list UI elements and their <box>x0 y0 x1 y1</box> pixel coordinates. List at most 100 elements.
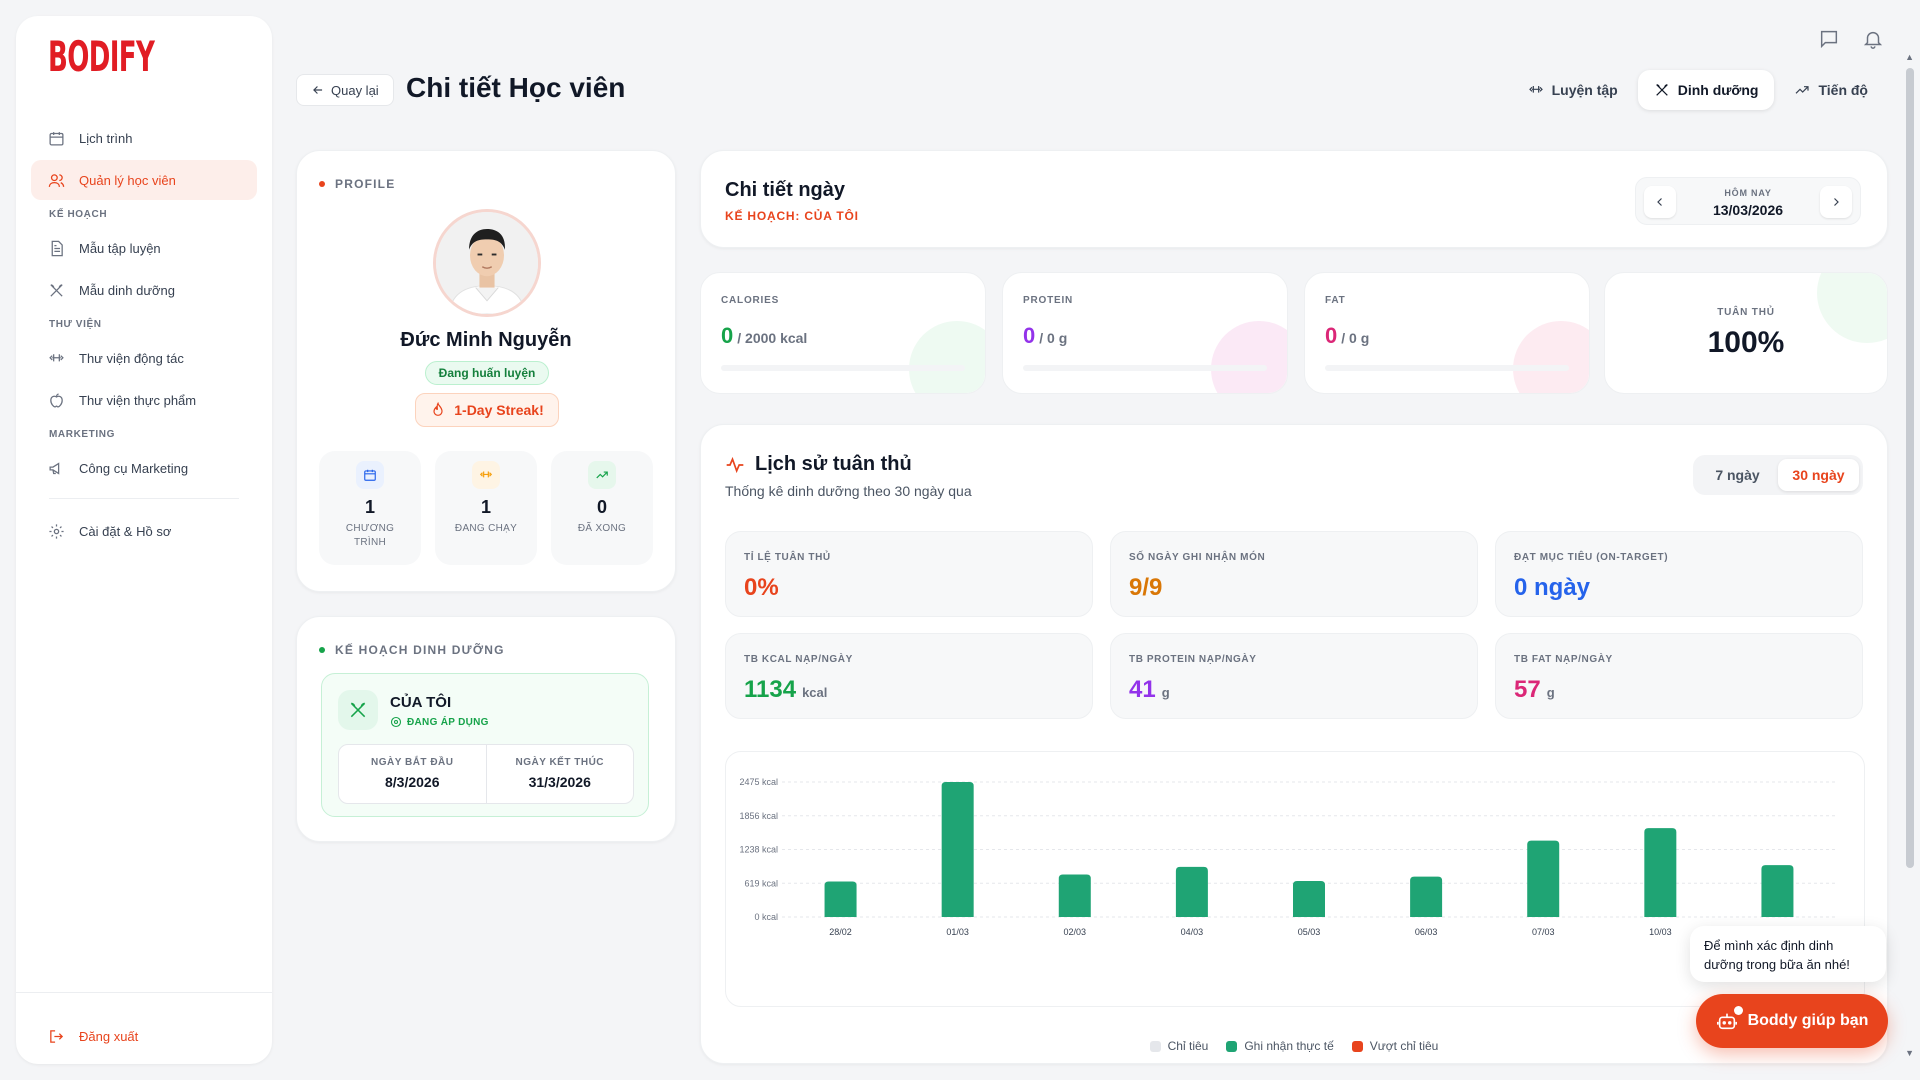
kpi-value: 9/9 <box>1129 574 1163 601</box>
history-subtitle: Thống kê dinh dưỡng theo 30 ngày qua <box>725 483 972 499</box>
sidebar: BODIFY Lịch trình Quản lý học viên KẾ HO… <box>16 16 272 1064</box>
section-label-text: PROFILE <box>335 177 396 191</box>
avatar-photo <box>436 212 538 314</box>
prev-day-button[interactable] <box>1644 186 1676 218</box>
macro-value: 0/ 0 g <box>1023 323 1067 349</box>
next-day-button[interactable] <box>1820 186 1852 218</box>
macro-target: / 2000 kcal <box>737 330 808 346</box>
sidebar-item-marketing[interactable]: Công cụ Marketing <box>31 448 257 488</box>
bar-actual <box>941 782 974 917</box>
sidebar-item-students[interactable]: Quản lý học viên <box>31 160 257 200</box>
back-button[interactable]: Quay lại <box>296 74 394 106</box>
tab-label: Dinh dưỡng <box>1677 82 1759 98</box>
macro-label: FAT <box>1325 295 1346 306</box>
y-tick-label: 2475 kcal <box>739 777 778 787</box>
sidebar-item-label: Công cụ Marketing <box>79 460 189 476</box>
sidebar-item-settings[interactable]: Cài đặt & Hồ sơ <box>31 511 257 551</box>
tab-nutrition[interactable]: Dinh dưỡng <box>1637 70 1775 110</box>
plan-detail[interactable]: CỦA TÔI ĐANG ÁP DỤNG NGÀY BẮT ĐẦU 8/3/20… <box>321 673 649 817</box>
bar-actual <box>1761 865 1794 917</box>
decor-blob <box>1513 321 1589 393</box>
scrollbar[interactable] <box>1906 68 1914 868</box>
tab-progress[interactable]: Tiến độ <box>1778 70 1884 110</box>
back-label: Quay lại <box>331 82 379 98</box>
logout-label: Đăng xuất <box>79 1029 139 1044</box>
flame-icon <box>433 402 443 416</box>
plan-start-value: 8/3/2026 <box>385 774 440 790</box>
sidebar-item-food-library[interactable]: Thư viện thực phẩm <box>31 380 257 420</box>
scroll-down-arrow[interactable]: ▼ <box>1905 1048 1914 1058</box>
plan-end-label: NGÀY KẾT THÚC <box>515 757 605 768</box>
bar-actual <box>1293 881 1325 917</box>
section-dot <box>319 647 325 653</box>
history-title: Lịch sử tuân thủ <box>725 453 912 476</box>
bar-actual <box>1175 866 1208 917</box>
macro-card-protein: PROTEIN 0/ 0 g <box>1002 272 1288 394</box>
kcal-bar-chart: 2475 kcal 1856 kcal 1238 kcal 619 kcal 0 kca… <box>739 777 1836 937</box>
plan-icon-wrap <box>338 690 378 730</box>
sidebar-item-schedule[interactable]: Lịch trình <box>31 118 257 158</box>
assistant-tooltip: Để mình xác định dinh dưỡng trong bữa ăn… <box>1690 926 1886 982</box>
profile-section-label: PROFILE <box>319 177 395 191</box>
robot-icon <box>1716 1013 1737 1030</box>
bar-actual <box>824 881 857 917</box>
plan-status-label: ĐANG ÁP DỤNG <box>407 716 489 728</box>
macro-progress-bar <box>1325 365 1569 371</box>
sidebar-item-label: Thư viện động tác <box>79 350 184 366</box>
sidebar-item-label: Cài đặt & Hồ sơ <box>79 523 172 539</box>
decor-blob <box>909 321 985 393</box>
sidebar-item-label: Thư viện thực phẩm <box>79 392 197 408</box>
logout-button[interactable]: Đăng xuất <box>48 1028 138 1045</box>
kpi-value: 41 g <box>1129 676 1170 704</box>
range-30-days[interactable]: 30 ngày <box>1778 459 1859 491</box>
bar-actual <box>1410 876 1443 917</box>
compliance-value: 100% <box>1707 326 1785 359</box>
macro-value-number: 0 <box>1023 323 1036 348</box>
check-circle-icon <box>390 716 402 728</box>
stat-programs: 1 CHƯƠNG TRÌNH <box>319 451 421 565</box>
x-tick-label: 10/03 <box>1649 927 1672 937</box>
sidebar-divider <box>49 498 239 499</box>
y-tick-label: 1856 kcal <box>739 811 778 821</box>
calendar-icon <box>49 131 64 146</box>
calendar-icon <box>364 469 376 481</box>
kpi-label: SỐ NGÀY GHI NHẬN MÓN <box>1129 552 1266 563</box>
megaphone-icon <box>49 461 60 475</box>
sidebar-item-workout-templates[interactable]: Mẫu tập luyện <box>31 228 257 268</box>
range-7-days[interactable]: 7 ngày <box>1715 467 1760 483</box>
streak-badge: 1-Day Streak! <box>415 393 559 427</box>
macro-label: PROTEIN <box>1023 295 1074 306</box>
utensils-icon <box>350 702 366 718</box>
users-icon <box>48 173 65 187</box>
macro-card-calories: CALORIES 0/ 2000 kcal <box>700 272 986 394</box>
avatar <box>433 209 541 317</box>
sidebar-item-label: Lịch trình <box>79 130 133 146</box>
scroll-up-arrow[interactable]: ▲ <box>1905 52 1914 62</box>
sidebar-item-label: Mẫu tập luyện <box>79 240 161 256</box>
sidebar-item-exercise-library[interactable]: Thư viện động tác <box>31 338 257 378</box>
kpi-value: 57 g <box>1514 676 1555 704</box>
kpi-label: TỈ LỆ TUÂN THỦ <box>744 552 831 563</box>
plan-end: NGÀY KẾT THÚC 31/3/2026 <box>485 745 634 803</box>
logo[interactable]: BODIFY <box>48 32 155 81</box>
chat-icon[interactable] <box>1818 28 1840 50</box>
legend-swatch <box>1149 1040 1161 1052</box>
macro-value-number: 0 <box>1325 323 1338 348</box>
student-name: Đức Minh Nguyễn <box>400 329 572 351</box>
bell-icon[interactable] <box>1862 28 1884 50</box>
kpi-value: 0 ngày <box>1514 574 1591 601</box>
legend-item-over: Vượt chỉ tiêu <box>1351 1039 1438 1053</box>
plan-end-value: 31/3/2026 <box>528 774 591 790</box>
streak-label: 1-Day Streak! <box>454 402 544 418</box>
stat-icon-wrap <box>588 461 616 489</box>
macro-card-fat: FAT 0/ 0 g <box>1304 272 1590 394</box>
trend-up-icon <box>1796 86 1810 94</box>
sidebar-item-label: Quản lý học viên <box>79 172 176 188</box>
stat-value: 0 <box>596 497 607 517</box>
tab-workout[interactable]: Luyện tập <box>1512 70 1634 110</box>
boddy-assistant-button[interactable]: Boddy giúp bạn <box>1696 994 1888 1048</box>
sidebar-item-nutrition-templates[interactable]: Mẫu dinh dưỡng <box>31 270 257 310</box>
x-tick-label: 02/03 <box>1064 927 1087 937</box>
kpi-unit: g <box>1161 685 1170 700</box>
chevron-right-icon <box>1834 198 1839 206</box>
